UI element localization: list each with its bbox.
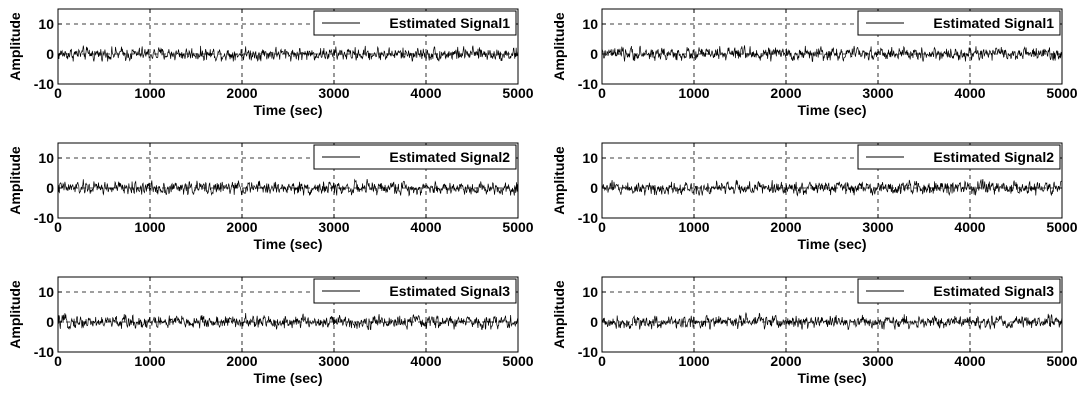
x-axis-label: Time (sec) bbox=[798, 236, 867, 252]
x-tick-label: 0 bbox=[598, 353, 606, 369]
y-tick-label: -10 bbox=[578, 344, 598, 360]
x-tick-label: 5000 bbox=[1046, 219, 1077, 235]
x-tick-label: 4000 bbox=[410, 85, 441, 101]
y-tick-label: -10 bbox=[578, 76, 598, 92]
y-tick-label: 10 bbox=[582, 150, 598, 166]
x-tick-label: 5000 bbox=[502, 219, 533, 235]
x-tick-label: 3000 bbox=[862, 353, 893, 369]
series-line-1 bbox=[601, 45, 1063, 63]
x-tick-label: 1000 bbox=[134, 85, 165, 101]
y-tick-label: -10 bbox=[34, 344, 54, 360]
x-tick-label: 2000 bbox=[226, 219, 257, 235]
legend-label: Estimated Signal3 bbox=[389, 283, 510, 299]
x-axis-label: Time (sec) bbox=[254, 236, 323, 252]
x-tick-label: 2000 bbox=[226, 353, 257, 369]
y-axis-label: Amplitude bbox=[551, 146, 567, 215]
x-tick-label: 2000 bbox=[770, 353, 801, 369]
y-axis-label: Amplitude bbox=[551, 280, 567, 349]
x-tick-label: 3000 bbox=[318, 353, 349, 369]
y-tick-label: 0 bbox=[590, 46, 598, 62]
y-axis-label: Amplitude bbox=[551, 12, 567, 81]
x-tick-label: 4000 bbox=[954, 219, 985, 235]
x-tick-label: 0 bbox=[54, 219, 62, 235]
x-tick-label: 3000 bbox=[862, 219, 893, 235]
series-line-1 bbox=[57, 45, 519, 62]
y-axis-label: Amplitude bbox=[7, 146, 23, 215]
x-axis-label: Time (sec) bbox=[798, 102, 867, 118]
legend-label: Estimated Signal3 bbox=[933, 283, 1054, 299]
legend-label: Estimated Signal2 bbox=[933, 149, 1054, 165]
x-tick-label: 1000 bbox=[678, 85, 709, 101]
x-tick-label: 5000 bbox=[1046, 85, 1077, 101]
x-tick-label: 0 bbox=[54, 353, 62, 369]
y-tick-label: -10 bbox=[34, 210, 54, 226]
y-axis-label: Amplitude bbox=[7, 280, 23, 349]
y-tick-label: 10 bbox=[582, 284, 598, 300]
x-tick-label: 4000 bbox=[410, 353, 441, 369]
x-tick-label: 2000 bbox=[770, 85, 801, 101]
x-tick-label: 3000 bbox=[318, 219, 349, 235]
x-tick-label: 1000 bbox=[678, 219, 709, 235]
axes-frame bbox=[57, 142, 519, 219]
y-tick-label: 0 bbox=[590, 314, 598, 330]
x-tick-label: 3000 bbox=[862, 85, 893, 101]
series-line-1 bbox=[57, 312, 519, 331]
y-tick-label: 10 bbox=[38, 284, 54, 300]
x-tick-label: 1000 bbox=[678, 353, 709, 369]
y-tick-label: -10 bbox=[34, 76, 54, 92]
y-tick-label: 0 bbox=[46, 46, 54, 62]
axes-frame bbox=[601, 142, 1063, 219]
axes-frame bbox=[57, 8, 519, 85]
x-tick-label: 3000 bbox=[318, 85, 349, 101]
x-tick-label: 1000 bbox=[134, 353, 165, 369]
x-tick-label: 1000 bbox=[134, 219, 165, 235]
y-tick-label: -10 bbox=[578, 210, 598, 226]
series-line-1 bbox=[57, 178, 519, 197]
x-axis-label: Time (sec) bbox=[254, 102, 323, 118]
x-tick-label: 2000 bbox=[226, 85, 257, 101]
x-tick-label: 5000 bbox=[502, 85, 533, 101]
y-tick-label: 10 bbox=[38, 150, 54, 166]
y-axis-label: Amplitude bbox=[7, 12, 23, 81]
series-line-1 bbox=[601, 178, 1063, 197]
y-tick-label: 0 bbox=[46, 180, 54, 196]
x-tick-label: 0 bbox=[598, 219, 606, 235]
x-tick-label: 0 bbox=[54, 85, 62, 101]
y-tick-label: 0 bbox=[46, 314, 54, 330]
y-tick-label: 0 bbox=[590, 180, 598, 196]
x-tick-label: 5000 bbox=[502, 353, 533, 369]
x-tick-label: 2000 bbox=[770, 219, 801, 235]
axes-frame bbox=[601, 8, 1063, 85]
legend-label: Estimated Signal1 bbox=[389, 15, 510, 31]
legend-label: Estimated Signal1 bbox=[933, 15, 1054, 31]
y-tick-label: 10 bbox=[582, 16, 598, 32]
legend-label: Estimated Signal2 bbox=[389, 149, 510, 165]
x-tick-label: 4000 bbox=[954, 353, 985, 369]
axes-frame bbox=[57, 276, 519, 353]
x-axis-label: Time (sec) bbox=[254, 370, 323, 386]
x-tick-label: 5000 bbox=[1046, 353, 1077, 369]
y-tick-label: 10 bbox=[38, 16, 54, 32]
x-tick-label: 0 bbox=[598, 85, 606, 101]
x-axis-label: Time (sec) bbox=[798, 370, 867, 386]
axes-frame bbox=[601, 276, 1063, 353]
series-line-1 bbox=[601, 311, 1063, 331]
x-tick-label: 4000 bbox=[410, 219, 441, 235]
x-tick-label: 4000 bbox=[954, 85, 985, 101]
